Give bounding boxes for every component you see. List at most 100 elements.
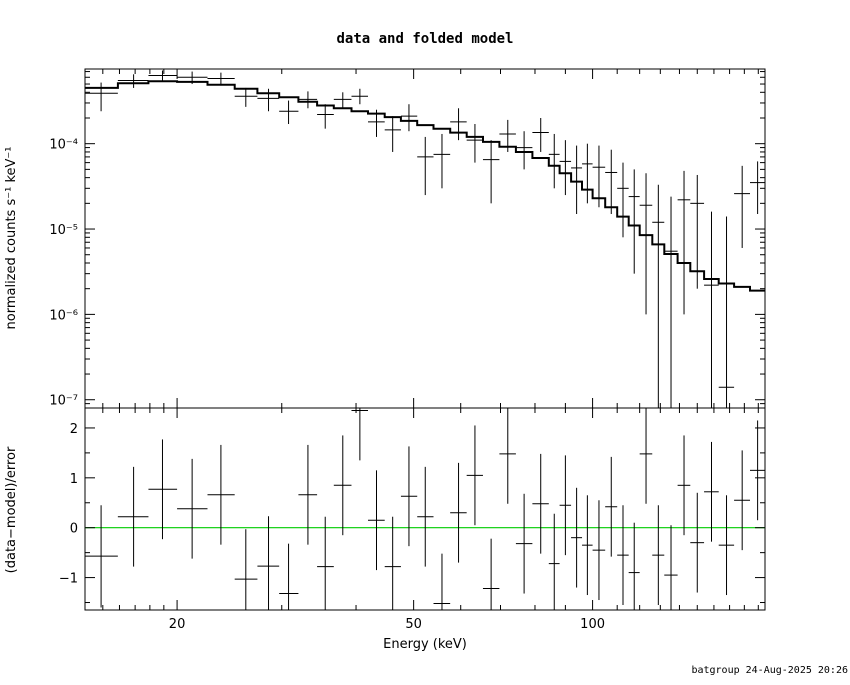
bottom-panel-frame	[84, 407, 766, 611]
data-point	[628, 169, 640, 274]
top-panel-frame	[84, 68, 766, 409]
data-point	[515, 131, 533, 170]
residual-point	[234, 529, 258, 610]
x-tick-label: 50	[405, 617, 422, 632]
residual-point	[592, 500, 606, 601]
residual-point	[582, 495, 593, 596]
data-point	[639, 173, 653, 315]
data-point	[207, 72, 235, 86]
residual-points	[85, 408, 765, 610]
data-point	[417, 136, 434, 196]
top-axis-ticks: 10⁻⁴ 10⁻⁵ 10⁻⁶ 10⁻⁷	[49, 69, 765, 409]
residual-point	[704, 441, 719, 542]
y-tick-label: 2	[70, 422, 78, 437]
data-point	[450, 108, 467, 141]
data-point	[85, 82, 118, 112]
data-point	[234, 87, 258, 107]
data-point	[750, 161, 765, 215]
model-histogram	[85, 80, 765, 292]
data-point	[605, 149, 618, 215]
residual-point	[559, 455, 572, 556]
residual-point	[690, 492, 705, 593]
data-point	[148, 70, 178, 81]
y-tick-label: 10⁻⁷	[49, 394, 78, 409]
data-point	[734, 165, 751, 248]
residual-point	[148, 439, 178, 540]
data-point	[117, 74, 149, 88]
data-point	[559, 140, 572, 196]
data-point	[499, 119, 516, 152]
residual-point	[368, 470, 385, 571]
data-point	[592, 145, 606, 208]
residual-point	[628, 522, 640, 610]
data-point	[690, 174, 705, 289]
y-tick-label: 1	[70, 472, 78, 487]
x-tick-label: 20	[169, 617, 186, 632]
residual-point	[85, 505, 118, 608]
y-tick-label: 10⁻⁶	[49, 308, 78, 323]
data-point	[718, 216, 735, 408]
y-tick-label: 0	[70, 522, 78, 537]
data-point	[351, 88, 369, 105]
residual-point	[718, 495, 735, 596]
residual-point	[207, 444, 235, 545]
residual-point	[677, 435, 691, 536]
chart-title: data and folded model	[336, 31, 513, 47]
residual-panel: −1 0 1 2	[59, 407, 766, 611]
residual-point	[532, 453, 549, 554]
top-ylabel: normalized counts s⁻¹ keV⁻¹	[4, 147, 19, 330]
residual-point	[317, 516, 334, 610]
residual-point	[548, 513, 560, 610]
data-point	[433, 133, 451, 189]
data-point	[279, 100, 299, 125]
residual-point	[652, 505, 665, 606]
residual-point	[417, 466, 434, 567]
data-point	[317, 104, 334, 129]
residual-point	[482, 538, 500, 610]
data-point	[466, 124, 483, 163]
data-point	[532, 117, 549, 152]
data-point	[257, 88, 280, 112]
y-tick-label: 10⁻⁴	[49, 138, 78, 153]
residual-point	[664, 525, 678, 610]
residual-point	[571, 487, 583, 588]
residual-point	[639, 408, 653, 504]
residual-point	[734, 450, 751, 551]
data-point	[482, 140, 500, 204]
data-point	[664, 196, 678, 408]
data-point	[333, 92, 352, 109]
residual-point	[466, 425, 483, 526]
residual-point	[605, 456, 618, 557]
data-point	[177, 71, 208, 85]
residual-point	[617, 505, 629, 606]
footer-stamp: batgroup 24-Aug-2025 20:26	[691, 665, 848, 676]
data-point	[400, 104, 418, 132]
bottom-ylabel: (data−model)/error	[4, 446, 19, 573]
data-point	[704, 211, 719, 408]
residual-point	[177, 458, 208, 559]
data-points	[85, 70, 765, 408]
data-point	[617, 162, 629, 238]
data-point	[677, 170, 691, 315]
data-point	[652, 184, 665, 408]
data-point	[582, 143, 593, 204]
residual-point	[333, 435, 352, 536]
bottom-axis-ticks: −1 0 1 2	[59, 408, 765, 610]
x-tick-labels: 20 50 100	[169, 617, 605, 632]
residual-point	[298, 444, 318, 545]
x-axis-label: Energy (keV)	[383, 637, 467, 652]
residual-point	[433, 553, 451, 610]
y-tick-label: −1	[59, 572, 78, 587]
data-point	[368, 109, 385, 137]
model-step-line	[85, 80, 765, 292]
y-tick-label: 10⁻⁵	[49, 223, 78, 238]
residual-point	[117, 466, 149, 567]
residual-point	[351, 408, 369, 461]
data-point	[548, 133, 560, 189]
residual-point	[400, 446, 418, 547]
data-point	[384, 116, 401, 152]
residual-point	[499, 408, 516, 504]
residual-point	[450, 462, 467, 563]
data-point	[571, 145, 583, 215]
